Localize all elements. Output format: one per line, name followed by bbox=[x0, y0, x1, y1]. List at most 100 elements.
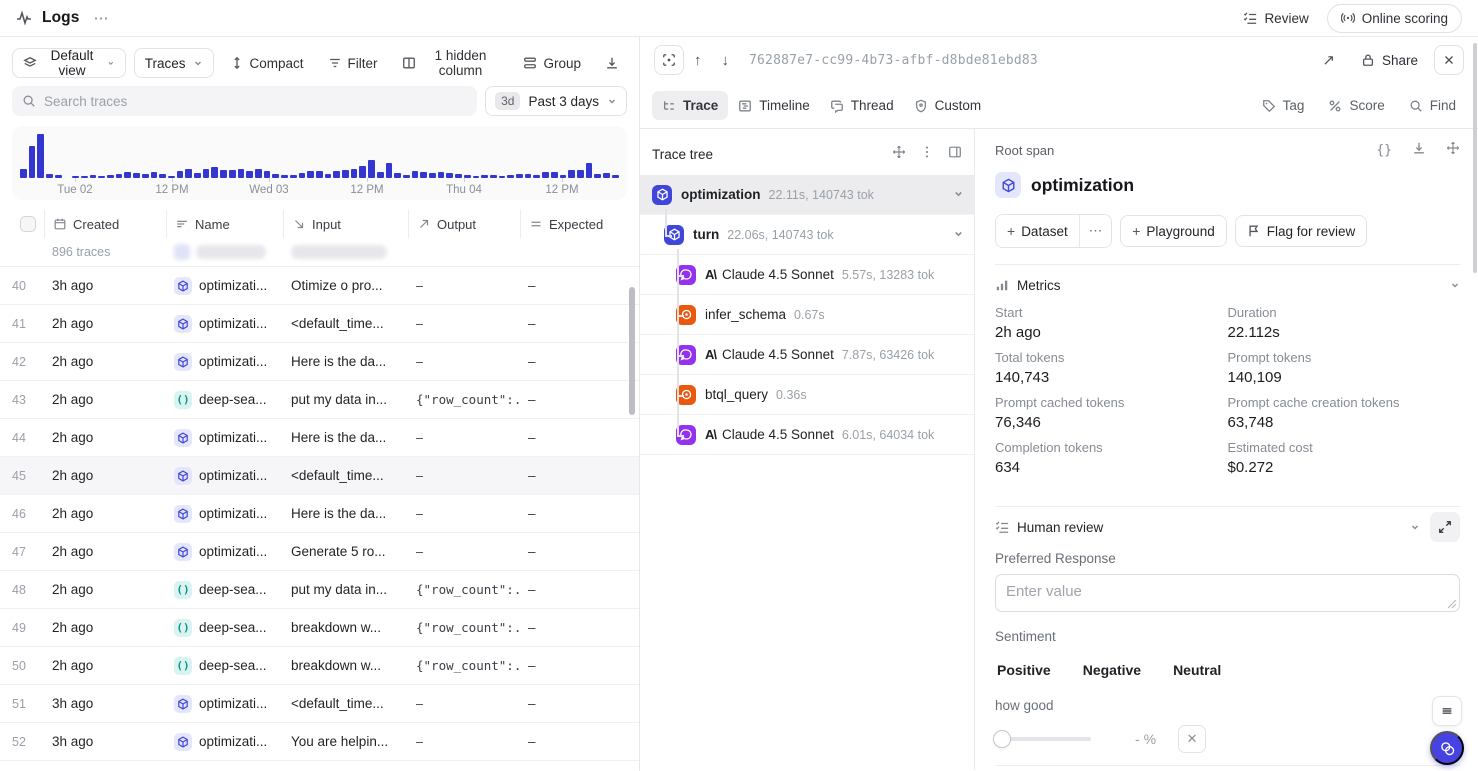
more-options-icon[interactable] bbox=[920, 145, 934, 164]
slider-knob[interactable] bbox=[993, 730, 1011, 748]
anthropic-logo: A\ bbox=[705, 267, 716, 282]
add-to-playground-button[interactable]: +Playground bbox=[1120, 215, 1227, 247]
cell-name: ()deep-sea... bbox=[166, 581, 283, 599]
json-view-icon[interactable]: {} bbox=[1376, 143, 1392, 158]
table-row[interactable]: 513h agooptimizati...<default_time...–– bbox=[0, 685, 639, 723]
blurred-cell bbox=[174, 244, 190, 260]
download-icon[interactable] bbox=[1412, 141, 1426, 160]
filter-button[interactable]: Filter bbox=[320, 48, 386, 78]
tree-connector bbox=[677, 275, 684, 277]
table-row[interactable]: 442h agooptimizati...Here is the da...–– bbox=[0, 419, 639, 457]
review-button[interactable]: Review bbox=[1243, 11, 1308, 26]
traces-selector[interactable]: Traces bbox=[134, 48, 214, 78]
prev-trace-button[interactable]: ↑ bbox=[684, 52, 712, 69]
row-number: 48 bbox=[0, 583, 44, 597]
metric-item: Estimated cost$0.272 bbox=[1228, 440, 1461, 476]
score-button[interactable]: Score bbox=[1318, 91, 1394, 120]
table-row[interactable]: 403h agooptimizati...Otimize o pro...–– bbox=[0, 267, 639, 305]
panel-layout-icon[interactable] bbox=[948, 145, 962, 164]
move-icon[interactable] bbox=[1446, 141, 1460, 160]
move-icon[interactable] bbox=[892, 145, 906, 164]
histogram-bar bbox=[246, 171, 253, 178]
share-button[interactable]: Share bbox=[1361, 53, 1418, 68]
cell-input: <default_time... bbox=[283, 316, 408, 331]
histogram-bar bbox=[211, 167, 218, 178]
chevron-down-icon[interactable] bbox=[953, 186, 964, 204]
cell-name: optimizati... bbox=[166, 695, 283, 713]
help-widget-button[interactable] bbox=[1430, 731, 1464, 765]
column-input[interactable]: Input bbox=[283, 210, 408, 238]
scrollbar[interactable] bbox=[1473, 43, 1477, 273]
trace-tree-node[interactable]: turn22.06s, 140743 tok bbox=[640, 215, 974, 255]
trace-tree-node[interactable]: optimization22.11s, 140743 tok bbox=[640, 175, 974, 215]
trace-tree-node[interactable]: A\Claude 4.5 Sonnet5.57s, 13283 tok bbox=[640, 255, 974, 295]
column-output[interactable]: Output bbox=[408, 210, 520, 238]
trace-tree-node[interactable]: A\Claude 4.5 Sonnet6.01s, 64034 tok bbox=[640, 415, 974, 455]
export-button[interactable] bbox=[597, 48, 627, 78]
row-number: 43 bbox=[0, 393, 44, 407]
table-row[interactable]: 492h ago()deep-sea...breakdown w...{"row… bbox=[0, 609, 639, 647]
compact-toggle[interactable]: Compact bbox=[222, 48, 312, 78]
preferred-response-input[interactable] bbox=[995, 574, 1460, 612]
column-name[interactable]: Name bbox=[166, 210, 283, 238]
tag-button[interactable]: Tag bbox=[1252, 91, 1315, 120]
chevron-down-icon[interactable] bbox=[953, 226, 964, 244]
clear-score-button[interactable]: ✕ bbox=[1178, 725, 1206, 753]
expand-review-button[interactable] bbox=[1430, 512, 1460, 542]
table-row[interactable]: 472h agooptimizati...Generate 5 ro...–– bbox=[0, 533, 639, 571]
view-selector[interactable]: Default view bbox=[12, 48, 126, 78]
online-scoring-button[interactable]: Online scoring bbox=[1327, 4, 1462, 33]
metric-label: Estimated cost bbox=[1228, 440, 1461, 455]
add-to-dataset-button[interactable]: +Dataset bbox=[996, 215, 1079, 247]
focus-span-button[interactable] bbox=[654, 45, 684, 75]
dataset-more-button[interactable]: ⋯ bbox=[1079, 215, 1112, 247]
table-row[interactable]: 523h agooptimizati...You are helpin...–– bbox=[0, 723, 639, 761]
floating-menu-button[interactable] bbox=[1432, 696, 1462, 726]
tab-timeline[interactable]: Timeline bbox=[728, 91, 820, 120]
scrollbar[interactable] bbox=[629, 287, 635, 415]
open-external-icon[interactable]: ↗ bbox=[1312, 51, 1345, 69]
score-slider[interactable] bbox=[995, 737, 1091, 741]
table-row[interactable]: 502h ago()deep-sea...breakdown w...{"row… bbox=[0, 647, 639, 685]
group-button[interactable]: Group bbox=[515, 48, 589, 78]
table-row[interactable]: 432h ago()deep-sea...put my data in...{"… bbox=[0, 381, 639, 419]
close-button[interactable] bbox=[1434, 45, 1464, 75]
optimization-icon bbox=[174, 467, 192, 485]
cell-name: optimizati... bbox=[166, 467, 283, 485]
date-range-selector[interactable]: 3d Past 3 days bbox=[485, 86, 627, 116]
table-row[interactable]: 482h ago()deep-sea...put my data in...{"… bbox=[0, 571, 639, 609]
table-row[interactable]: 412h agooptimizati...<default_time...–– bbox=[0, 305, 639, 343]
tab-thread[interactable]: Thread bbox=[820, 91, 904, 120]
hidden-columns-button[interactable]: 1 hidden column bbox=[394, 48, 508, 78]
search-traces-input[interactable] bbox=[12, 86, 477, 116]
trace-tree-node[interactable]: A\Claude 4.5 Sonnet7.87s, 63426 tok bbox=[640, 335, 974, 375]
page-menu-button[interactable]: ⋯ bbox=[89, 9, 112, 27]
table-row[interactable]: 452h agooptimizati...<default_time...–– bbox=[0, 457, 639, 495]
column-expected[interactable]: Expected bbox=[520, 210, 639, 238]
table-row[interactable]: 422h agooptimizati...Here is the da...–– bbox=[0, 343, 639, 381]
page-title: Logs bbox=[42, 9, 79, 27]
row-number: 49 bbox=[0, 621, 44, 635]
human-review-section-header[interactable]: Human review bbox=[995, 507, 1460, 547]
traces-histogram[interactable]: Tue 0212 PMWed 0312 PMThu 0412 PM bbox=[12, 126, 627, 200]
anthropic-logo: A\ bbox=[705, 347, 716, 362]
tab-custom[interactable]: Custom bbox=[904, 91, 992, 120]
trace-tree-node[interactable]: infer_schema0.67s bbox=[640, 295, 974, 335]
tab-trace[interactable]: Trace bbox=[652, 91, 728, 120]
logs-list-pane: Default view Traces Compact Filter bbox=[0, 37, 640, 771]
span-cube-icon bbox=[652, 185, 672, 205]
trace-tree-node[interactable]: btql_query0.36s bbox=[640, 375, 974, 415]
next-trace-button[interactable]: ↓ bbox=[712, 52, 740, 69]
cell-output: {"row_count":... bbox=[408, 658, 520, 673]
select-all-checkbox[interactable] bbox=[20, 216, 36, 232]
table-row[interactable]: 462h agooptimizati...Here is the da...–– bbox=[0, 495, 639, 533]
cell-name: ()deep-sea... bbox=[166, 619, 283, 637]
sentiment-positive-button[interactable]: Positive bbox=[995, 656, 1053, 684]
metrics-section-header[interactable]: Metrics bbox=[995, 265, 1460, 305]
flag-for-review-button[interactable]: Flag for review bbox=[1235, 215, 1368, 247]
sentiment-neutral-button[interactable]: Neutral bbox=[1171, 656, 1223, 684]
sentiment-negative-button[interactable]: Negative bbox=[1081, 656, 1143, 684]
find-button[interactable]: Find bbox=[1399, 91, 1466, 120]
cell-created: 3h ago bbox=[44, 278, 166, 293]
column-created[interactable]: Created bbox=[44, 210, 166, 238]
